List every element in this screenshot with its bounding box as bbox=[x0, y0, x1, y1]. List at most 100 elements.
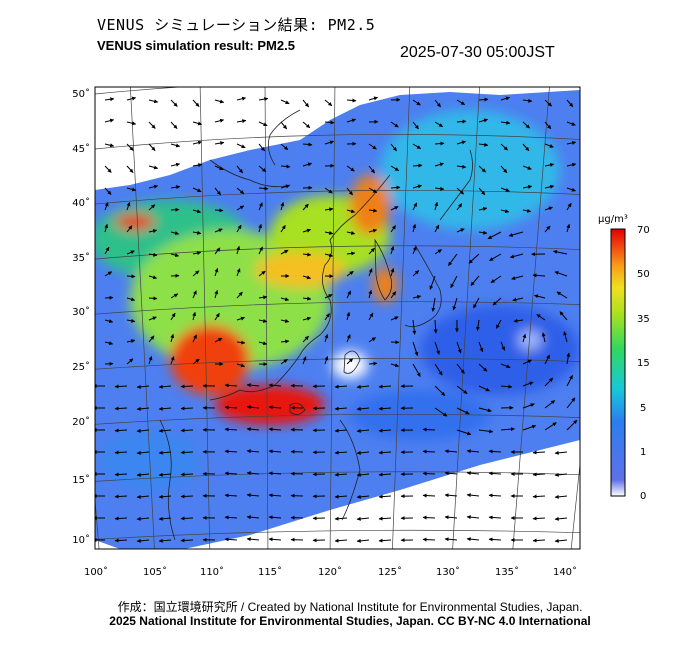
wind-arrow bbox=[544, 354, 550, 365]
wind-arrow bbox=[158, 494, 172, 499]
wind-arrow bbox=[478, 207, 488, 211]
wind-arrow bbox=[356, 472, 370, 477]
wind-arrow bbox=[488, 493, 502, 498]
wind-arrow bbox=[170, 253, 180, 258]
wind-arrow bbox=[444, 449, 458, 454]
wind-arrow bbox=[478, 385, 490, 392]
wind-arrow bbox=[236, 187, 245, 195]
wind-arrow bbox=[368, 187, 378, 194]
wind-arrow bbox=[158, 538, 172, 543]
wind-arrow bbox=[302, 316, 312, 321]
wind-arrow bbox=[214, 247, 221, 255]
wind-arrow bbox=[554, 538, 568, 543]
wind-arrow bbox=[170, 99, 178, 107]
wind-arrow bbox=[434, 186, 445, 191]
wind-arrow bbox=[368, 337, 376, 343]
wind-arrow bbox=[302, 228, 311, 233]
wind-arrow bbox=[324, 313, 331, 321]
wind-arrow bbox=[390, 225, 397, 233]
wind-arrow bbox=[170, 231, 180, 236]
wind-arrow bbox=[378, 384, 392, 389]
wind-arrow bbox=[390, 363, 400, 368]
wind-arrow bbox=[390, 291, 397, 299]
wind-arrow bbox=[246, 449, 260, 454]
wind-arrow bbox=[148, 316, 157, 321]
wind-arrow bbox=[559, 311, 568, 321]
wind-arrow bbox=[236, 316, 245, 321]
pm25-zone-pacific bbox=[420, 305, 580, 395]
wind-arrow bbox=[390, 206, 399, 211]
wind-arrow bbox=[346, 231, 356, 235]
wind-arrow bbox=[346, 290, 352, 299]
wind-arrow bbox=[236, 245, 241, 255]
wind-arrow bbox=[566, 419, 578, 431]
wind-arrow bbox=[522, 143, 530, 152]
wind-arrow bbox=[258, 97, 269, 102]
wind-arrow bbox=[434, 407, 448, 417]
wind-arrow bbox=[334, 516, 348, 521]
wind-arrow bbox=[378, 472, 392, 477]
wind-arrow bbox=[433, 319, 438, 334]
wind-arrow bbox=[236, 224, 242, 233]
wind-arrow bbox=[224, 537, 238, 542]
wind-arrow bbox=[488, 449, 502, 454]
wind-arrow bbox=[280, 121, 288, 130]
wind-arrow bbox=[544, 162, 555, 167]
wind-arrow bbox=[158, 406, 172, 411]
pm25-zone-korea bbox=[373, 267, 397, 303]
wind-arrow bbox=[180, 494, 194, 499]
wind-arrow bbox=[456, 341, 462, 354]
wind-arrow bbox=[544, 400, 556, 409]
wind-arrow bbox=[324, 120, 335, 125]
wind-arrow bbox=[466, 493, 480, 498]
wind-arrow bbox=[236, 165, 244, 174]
wind-arrow bbox=[466, 471, 480, 476]
wind-arrow bbox=[390, 246, 395, 255]
wind-arrow bbox=[126, 358, 134, 365]
wind-arrow bbox=[170, 185, 181, 190]
wind-arrow bbox=[412, 121, 419, 130]
wind-arrow bbox=[490, 275, 502, 284]
wind-arrow bbox=[236, 291, 243, 299]
wind-arrow bbox=[280, 184, 290, 189]
pm25-zone-red1 bbox=[170, 325, 250, 395]
wind-arrow bbox=[104, 223, 109, 233]
wind-arrow bbox=[158, 450, 172, 455]
wind-arrow bbox=[508, 231, 524, 237]
wind-arrow bbox=[148, 252, 158, 257]
wind-arrow bbox=[478, 142, 489, 147]
wind-arrow bbox=[158, 428, 172, 433]
wind-arrow bbox=[214, 312, 220, 321]
lon-label-100: 100˚ bbox=[84, 566, 108, 578]
wind-arrow bbox=[280, 164, 291, 169]
wind-arrow bbox=[478, 97, 489, 102]
pm25-zone-north bbox=[380, 110, 560, 230]
wind-arrow bbox=[258, 165, 267, 173]
wind-arrow bbox=[280, 99, 290, 105]
lat-label-25: 25˚ bbox=[72, 361, 90, 373]
wind-arrow bbox=[434, 162, 444, 167]
wind-arrow bbox=[470, 275, 480, 286]
wind-arrow bbox=[148, 356, 153, 365]
wind-arrow bbox=[511, 275, 524, 281]
wind-arrow bbox=[412, 295, 422, 299]
wind-arrow bbox=[434, 363, 443, 376]
wind-arrow bbox=[280, 339, 290, 344]
title-en: VENUS simulation result: PM2.5 bbox=[97, 38, 295, 53]
wind-arrow bbox=[456, 407, 470, 415]
wind-arrow bbox=[422, 493, 436, 498]
wind-arrow bbox=[368, 289, 373, 299]
wind-arrow bbox=[268, 383, 282, 388]
wind-arrow bbox=[158, 472, 172, 477]
wind-arrow bbox=[544, 99, 552, 107]
lat-label-50: 50˚ bbox=[72, 88, 90, 100]
wind-arrow bbox=[412, 223, 417, 233]
wind-arrow bbox=[280, 319, 290, 323]
colorbar-unit: µg/m³ bbox=[598, 214, 628, 225]
wind-arrow bbox=[136, 494, 150, 499]
wind-arrow bbox=[532, 494, 546, 499]
wind-arrow bbox=[302, 296, 312, 301]
wind-arrow bbox=[302, 121, 311, 129]
wind-arrow bbox=[324, 356, 329, 365]
lat-label-20: 20˚ bbox=[72, 416, 90, 428]
